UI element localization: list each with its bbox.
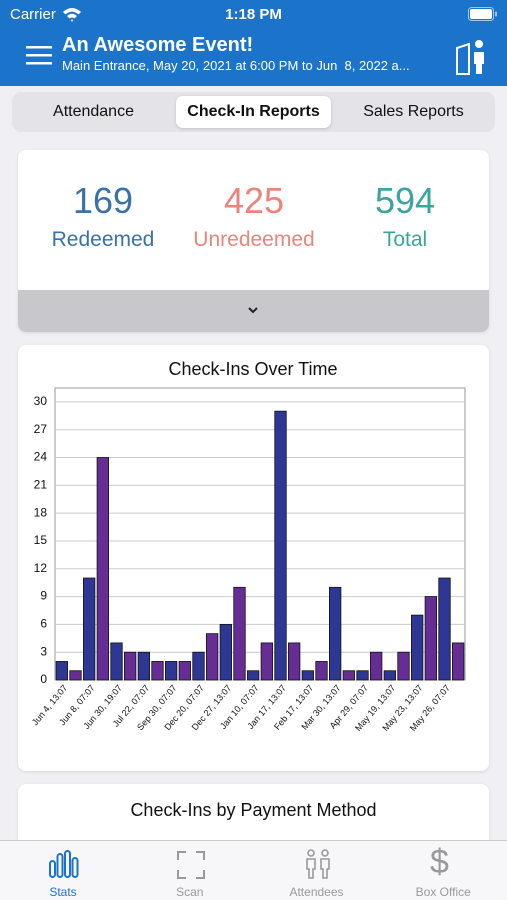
bar [233, 586, 246, 681]
stats-icon [49, 850, 79, 878]
y-tick-label: 6 [40, 617, 47, 631]
summary-label: Unredeemed [193, 228, 315, 251]
chart-title: Check-Ins Over Time [168, 359, 337, 379]
bar [383, 670, 396, 681]
event-subtitle: Main Entrance, May 20, 2021 at 6:00 PM t… [62, 58, 410, 73]
segment-tab[interactable]: Check-In Reports [176, 96, 331, 128]
clock: 1:18 PM [225, 6, 282, 23]
menu-button[interactable] [26, 44, 52, 66]
bar [438, 577, 451, 681]
bar [342, 670, 355, 681]
summary-value: 425 [223, 180, 285, 221]
summary-card: 169 Redeemed 425 Unredeemed 594 Total [18, 150, 489, 332]
bar [55, 661, 68, 681]
bar [288, 642, 301, 681]
y-tick-label: 18 [34, 505, 48, 519]
scan-icon [177, 851, 205, 879]
bar [137, 651, 150, 681]
bar [315, 661, 328, 681]
chevron-icon [248, 307, 258, 314]
bar [424, 596, 437, 681]
bar [452, 642, 465, 681]
attendees-icon [306, 849, 330, 879]
chart: Check-Ins Over Time 036912151821242730Ju… [30, 359, 466, 733]
tab-bar-item[interactable]: Stats [49, 885, 77, 899]
y-tick-label: 12 [34, 561, 48, 575]
header: Carrier 1:18 PM An Awesome Event! Main E… [0, 0, 507, 86]
y-tick-label: 0 [40, 672, 47, 686]
bar [151, 661, 164, 681]
y-tick-label: 15 [34, 533, 48, 547]
bar [178, 661, 191, 681]
bar [356, 670, 369, 681]
bar [301, 670, 314, 681]
summary-value: 594 [374, 180, 436, 221]
bar [69, 670, 82, 681]
tab-bar: $ Stats Scan Attendees Box Office [0, 840, 507, 900]
y-tick-label: 3 [40, 644, 47, 658]
y-tick-label: 30 [34, 394, 48, 408]
y-tick-label: 27 [34, 422, 48, 436]
event-title: An Awesome Event! [62, 34, 254, 56]
tab-bar-item[interactable]: Scan [176, 885, 204, 899]
bar [110, 642, 123, 681]
box-office-icon: $ [430, 843, 449, 881]
y-tick-label: 24 [34, 450, 48, 464]
bar [260, 642, 273, 681]
bar [124, 651, 137, 681]
bar [397, 651, 410, 681]
y-tick-label: 9 [40, 589, 47, 603]
bar [192, 651, 205, 681]
bar [96, 457, 109, 681]
plot-frame [54, 387, 466, 681]
bar [370, 651, 383, 681]
section-title: Check-Ins by Payment Method [130, 800, 377, 820]
summary-label: Total [382, 228, 428, 251]
attendant-button[interactable] [455, 38, 487, 76]
chart-card: Check-Ins Over Time 0 3 6 9 12 15 18 21 24 27 30 Ju… [18, 345, 489, 771]
tab-bar-item[interactable]: Box Office [415, 885, 471, 899]
battery-icon [468, 7, 497, 21]
segment-tab[interactable]: Sales Reports [363, 103, 464, 120]
bar [83, 577, 96, 681]
summary-value: 169 [72, 180, 134, 221]
bar [247, 670, 260, 681]
bar [411, 614, 424, 681]
bar [219, 623, 232, 681]
bar [165, 661, 178, 681]
summary-label: Redeemed [51, 228, 155, 251]
y-tick-label: 21 [34, 478, 48, 492]
bar [274, 410, 287, 681]
segment-tab[interactable]: Attendance [53, 103, 134, 120]
wifi-icon [63, 8, 81, 22]
bar [206, 633, 219, 681]
segmented-control: Attendance Check-In Reports Sales Reports [12, 92, 495, 132]
bar [329, 586, 342, 681]
carrier: Carrier [10, 6, 56, 23]
expand-button[interactable] [18, 290, 489, 332]
tab-bar-item[interactable]: Attendees [289, 885, 344, 899]
